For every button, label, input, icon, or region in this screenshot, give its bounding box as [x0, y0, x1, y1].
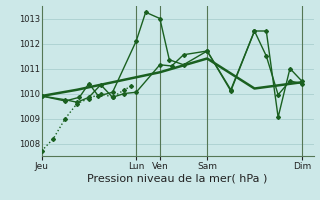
X-axis label: Pression niveau de la mer( hPa ): Pression niveau de la mer( hPa )	[87, 173, 268, 183]
